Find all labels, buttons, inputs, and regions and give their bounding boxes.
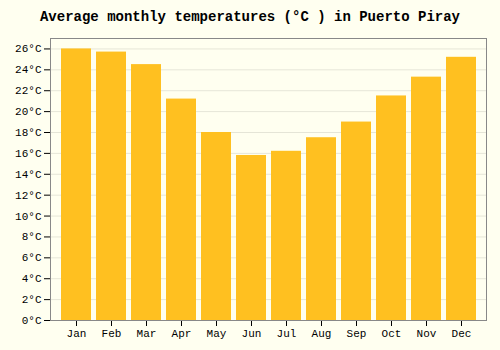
- svg-text:2°C: 2°C: [22, 294, 42, 306]
- svg-text:12°C: 12°C: [15, 190, 42, 202]
- html-text:Average monthly temperatures (: Average monthly temperatures (°C ) in Pu…: [40, 9, 460, 25]
- svg-text:May: May: [207, 328, 227, 340]
- svg-text:Jan: Jan: [67, 328, 87, 340]
- svg-text:24°C: 24°C: [15, 64, 42, 76]
- svg-text:20°C: 20°C: [15, 106, 42, 118]
- svg-text:Sep: Sep: [347, 328, 367, 340]
- svg-text:0°C: 0°C: [22, 315, 42, 327]
- svg-text:10°C: 10°C: [15, 211, 42, 223]
- svg-text:Oct: Oct: [382, 328, 402, 340]
- svg-text:18°C: 18°C: [15, 127, 42, 139]
- svg-text:Mar: Mar: [137, 328, 157, 340]
- svg-text:16°C: 16°C: [15, 148, 42, 160]
- svg-text:14°C: 14°C: [15, 169, 42, 181]
- svg-text:8°C: 8°C: [22, 231, 42, 243]
- svg-text:Dec: Dec: [452, 328, 472, 340]
- svg-text:22°C: 22°C: [15, 85, 42, 97]
- svg-text:Nov: Nov: [417, 328, 437, 340]
- svg-text:Jul: Jul: [277, 328, 297, 340]
- svg-text:26°C: 26°C: [15, 43, 42, 55]
- svg-text:6°C: 6°C: [22, 252, 42, 264]
- svg-text:Feb: Feb: [102, 328, 122, 340]
- svg-text:4°C: 4°C: [22, 273, 42, 285]
- svg-text:Jun: Jun: [242, 328, 262, 340]
- svg-text:Aug: Aug: [312, 328, 332, 340]
- svg-text:Apr: Apr: [172, 328, 192, 340]
